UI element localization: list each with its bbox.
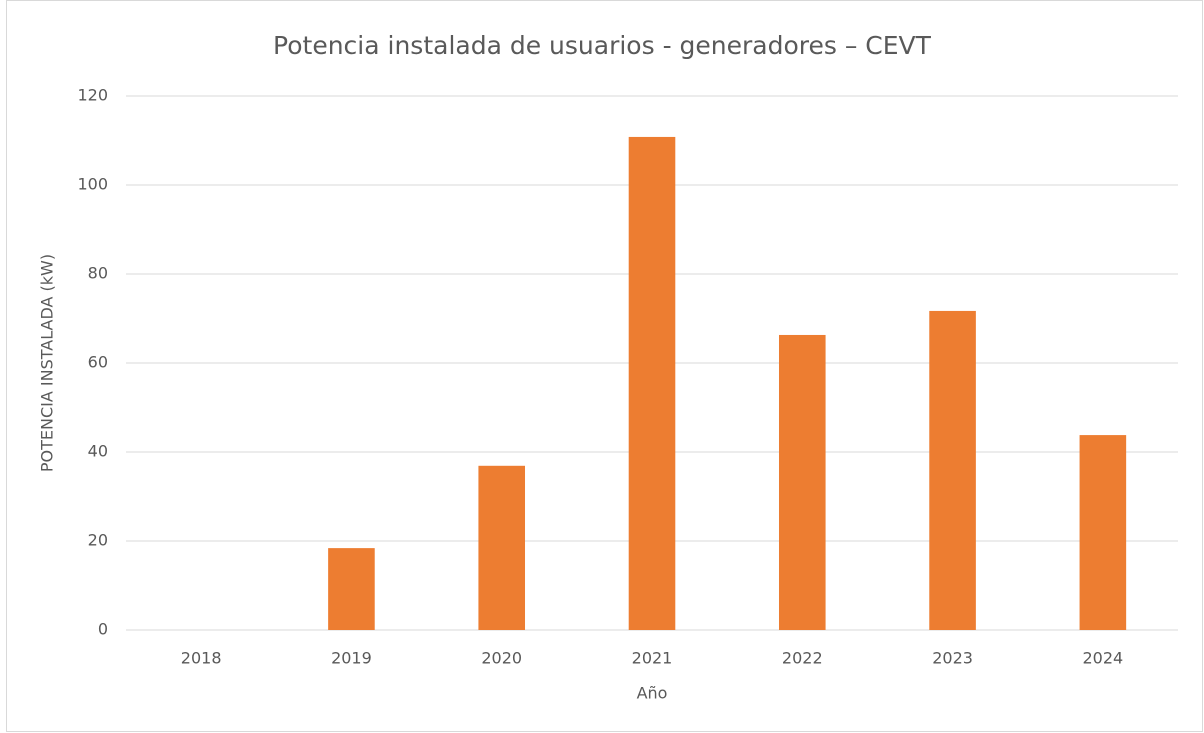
y-axis-label: POTENCIA INSTALADA (kW) [38, 254, 57, 472]
bar [328, 548, 375, 630]
y-tick-label: 60 [88, 353, 108, 372]
y-tick-label: 100 [77, 175, 108, 194]
x-tick-label: 2019 [331, 649, 372, 668]
x-tick-label: 2023 [932, 649, 973, 668]
x-tick-label: 2021 [632, 649, 673, 668]
chart-title: Potencia instalada de usuarios - generad… [273, 31, 932, 60]
bar [778, 334, 826, 630]
x-tick-label: 2024 [1082, 649, 1123, 668]
bar [1079, 435, 1127, 630]
x-tick-label: 2020 [481, 649, 522, 668]
chart-border [6, 0, 1203, 732]
bar [929, 310, 976, 630]
y-tick-label: 0 [98, 620, 108, 639]
y-tick-label: 20 [88, 531, 108, 550]
y-tick-label: 80 [88, 264, 108, 283]
x-axis-label: Año [637, 684, 668, 703]
y-tick-label: 120 [77, 86, 108, 105]
x-tick-label: 2022 [782, 649, 823, 668]
bar [478, 465, 526, 630]
y-tick-label: 40 [88, 442, 108, 461]
bar [628, 136, 676, 630]
x-tick-label: 2018 [181, 649, 222, 668]
